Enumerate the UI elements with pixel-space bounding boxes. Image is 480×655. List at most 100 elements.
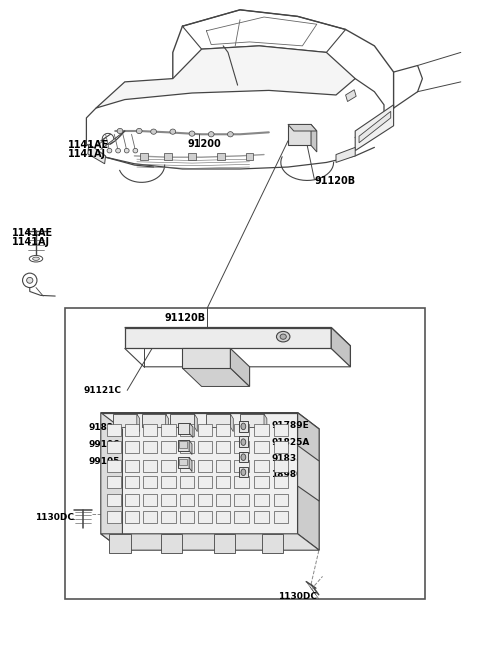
Polygon shape bbox=[182, 348, 230, 368]
Polygon shape bbox=[359, 111, 391, 143]
Polygon shape bbox=[101, 413, 122, 550]
Bar bbox=[198, 511, 212, 523]
Polygon shape bbox=[101, 413, 319, 429]
Ellipse shape bbox=[228, 132, 233, 137]
Bar bbox=[274, 441, 288, 453]
Bar bbox=[216, 424, 230, 436]
Bar bbox=[125, 424, 139, 436]
Bar bbox=[125, 511, 139, 523]
Bar bbox=[198, 476, 212, 488]
Bar bbox=[274, 476, 288, 488]
Bar bbox=[254, 511, 269, 523]
Bar bbox=[262, 534, 283, 553]
Polygon shape bbox=[311, 124, 317, 152]
Ellipse shape bbox=[117, 128, 123, 134]
Bar bbox=[125, 494, 139, 506]
Bar bbox=[254, 494, 269, 506]
Bar bbox=[216, 460, 230, 472]
Bar bbox=[217, 153, 225, 160]
Bar bbox=[107, 476, 121, 488]
Ellipse shape bbox=[151, 129, 156, 134]
Polygon shape bbox=[239, 452, 248, 462]
Bar bbox=[254, 424, 269, 436]
Bar bbox=[198, 460, 212, 472]
Bar bbox=[234, 460, 249, 472]
Polygon shape bbox=[298, 445, 319, 501]
Ellipse shape bbox=[241, 439, 246, 445]
Polygon shape bbox=[336, 147, 355, 162]
Text: 1141AJ: 1141AJ bbox=[68, 149, 106, 159]
Bar bbox=[216, 511, 230, 523]
Bar bbox=[109, 534, 131, 553]
Text: 91835A: 91835A bbox=[271, 454, 310, 463]
Polygon shape bbox=[240, 414, 264, 427]
Bar bbox=[180, 460, 194, 472]
Ellipse shape bbox=[23, 273, 37, 288]
Polygon shape bbox=[178, 440, 189, 451]
Text: 1141AJ: 1141AJ bbox=[12, 236, 50, 247]
Bar bbox=[140, 153, 148, 160]
Bar bbox=[161, 460, 176, 472]
Bar bbox=[246, 153, 253, 160]
Bar bbox=[234, 494, 249, 506]
Ellipse shape bbox=[29, 255, 43, 262]
Bar bbox=[180, 476, 194, 488]
Bar bbox=[180, 424, 194, 436]
Bar bbox=[125, 476, 139, 488]
Ellipse shape bbox=[208, 132, 214, 137]
Bar bbox=[274, 424, 288, 436]
Bar bbox=[234, 424, 249, 436]
Bar bbox=[161, 424, 176, 436]
Polygon shape bbox=[288, 124, 317, 131]
Text: 1141AE: 1141AE bbox=[68, 140, 109, 150]
Polygon shape bbox=[101, 534, 319, 550]
Ellipse shape bbox=[33, 257, 39, 261]
Bar bbox=[234, 511, 249, 523]
Bar bbox=[198, 424, 212, 436]
Polygon shape bbox=[137, 414, 140, 432]
Bar bbox=[143, 460, 157, 472]
Ellipse shape bbox=[26, 278, 33, 283]
Polygon shape bbox=[166, 414, 168, 432]
Bar bbox=[107, 511, 121, 523]
Bar bbox=[274, 460, 288, 472]
Bar bbox=[198, 494, 212, 506]
Polygon shape bbox=[239, 436, 248, 447]
Bar bbox=[107, 424, 121, 436]
Ellipse shape bbox=[124, 148, 129, 153]
Bar bbox=[161, 534, 182, 553]
Polygon shape bbox=[142, 414, 166, 427]
Bar bbox=[216, 441, 230, 453]
Ellipse shape bbox=[133, 148, 138, 153]
Bar bbox=[180, 494, 194, 506]
Polygon shape bbox=[170, 414, 194, 427]
Bar bbox=[143, 424, 157, 436]
Bar bbox=[143, 441, 157, 453]
Text: 91789E: 91789E bbox=[271, 421, 309, 430]
Bar bbox=[254, 441, 269, 453]
Ellipse shape bbox=[170, 129, 176, 134]
Polygon shape bbox=[331, 328, 350, 367]
Bar bbox=[254, 460, 269, 472]
Ellipse shape bbox=[189, 131, 195, 136]
Ellipse shape bbox=[276, 331, 290, 342]
Bar bbox=[161, 441, 176, 453]
Polygon shape bbox=[178, 457, 189, 468]
Polygon shape bbox=[239, 467, 248, 477]
Text: 1141AE: 1141AE bbox=[12, 227, 53, 238]
Bar bbox=[161, 494, 176, 506]
Bar bbox=[254, 476, 269, 488]
Text: 91826: 91826 bbox=[89, 422, 120, 432]
Bar bbox=[188, 153, 196, 160]
Bar bbox=[179, 458, 187, 465]
Text: 91120B: 91120B bbox=[164, 312, 205, 323]
Bar bbox=[180, 441, 194, 453]
Bar bbox=[65, 308, 425, 599]
Polygon shape bbox=[113, 414, 137, 427]
Polygon shape bbox=[355, 105, 394, 151]
Bar bbox=[107, 494, 121, 506]
Polygon shape bbox=[239, 421, 248, 432]
Text: 1130DC: 1130DC bbox=[35, 513, 73, 522]
Text: 99106: 99106 bbox=[89, 440, 120, 449]
Bar bbox=[274, 511, 288, 523]
